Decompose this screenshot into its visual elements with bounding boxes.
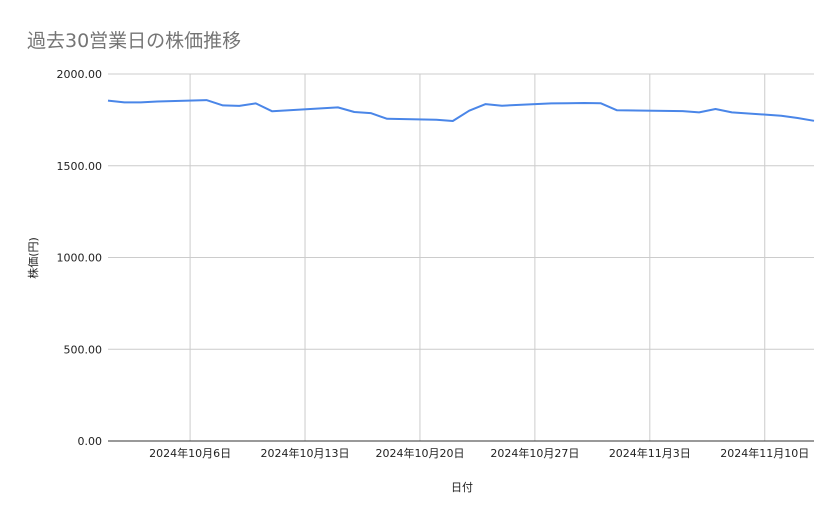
y-axis-title: 株価(円) xyxy=(26,237,40,279)
data-point xyxy=(680,109,685,114)
data-point xyxy=(729,110,734,115)
y-tick-label: 0.00 xyxy=(78,435,103,448)
data-point xyxy=(795,116,800,121)
data-point xyxy=(122,100,127,105)
data-point xyxy=(565,101,570,106)
data-point xyxy=(220,103,225,108)
data-point xyxy=(713,107,718,112)
data-point xyxy=(204,98,209,103)
data-point xyxy=(779,113,784,118)
x-tick-label: 2024年10月27日 xyxy=(490,446,579,460)
chart-title: 過去30営業日の株価推移 xyxy=(27,30,241,52)
x-tick-label: 2024年10月20日 xyxy=(375,446,464,460)
data-point xyxy=(368,111,373,116)
data-point xyxy=(434,117,439,122)
data-point xyxy=(335,105,340,110)
series-line xyxy=(107,99,815,122)
data-point xyxy=(614,108,619,113)
data-point xyxy=(270,109,275,114)
data-point xyxy=(155,99,160,104)
data-point xyxy=(697,110,702,115)
data-point xyxy=(549,101,554,106)
y-tick-label: 500.00 xyxy=(64,343,103,356)
x-tick-label: 2024年11月3日 xyxy=(609,446,691,460)
data-point xyxy=(598,101,603,106)
x-axis-title: 日付 xyxy=(451,481,473,494)
x-tick-label: 2024年10月13日 xyxy=(261,446,350,460)
data-point xyxy=(500,103,505,108)
x-tick-label: 2024年10月6日 xyxy=(149,446,231,460)
data-point xyxy=(483,102,488,107)
data-point xyxy=(582,100,587,105)
data-point xyxy=(138,100,143,105)
data-point xyxy=(106,98,111,103)
data-point xyxy=(352,109,357,114)
data-point xyxy=(237,103,242,108)
data-point xyxy=(385,116,390,121)
y-tick-label: 1500.00 xyxy=(57,160,103,173)
data-point xyxy=(812,118,817,123)
data-point xyxy=(467,108,472,113)
y-tick-label: 2000.00 xyxy=(57,68,103,81)
y-tick-label: 1000.00 xyxy=(57,252,103,265)
x-tick-label: 2024年11月10日 xyxy=(720,446,809,460)
data-point xyxy=(253,101,258,106)
data-point xyxy=(450,118,455,123)
